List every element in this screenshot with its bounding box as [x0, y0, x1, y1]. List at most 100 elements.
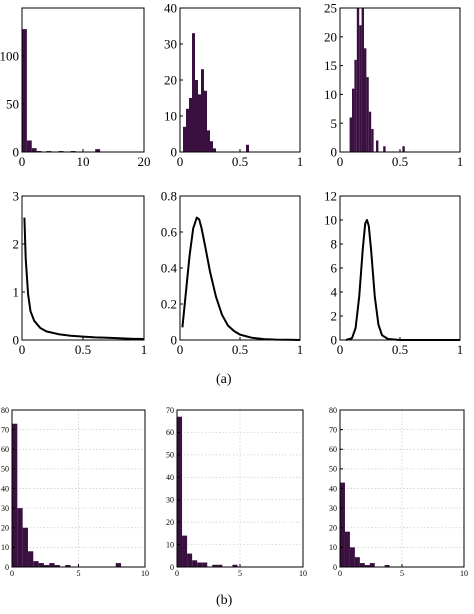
- histogram-bar: [359, 25, 362, 153]
- histogram-bar: [354, 557, 360, 567]
- y-tick-label: 30: [329, 504, 337, 513]
- y-tick-label: 10: [324, 213, 337, 228]
- y-tick-label: 50: [6, 97, 19, 112]
- y-tick-label: 0: [331, 145, 338, 160]
- histogram-bar: [217, 564, 223, 567]
- y-tick-label: 70: [1, 425, 9, 434]
- x-tick-label: 0: [337, 154, 344, 169]
- y-tick-label: 0: [13, 333, 20, 348]
- histogram-bar: [26, 140, 32, 152]
- y-tick-label: 30: [1, 504, 9, 513]
- y-tick-label: 100: [0, 49, 19, 64]
- histogram-bar: [22, 29, 27, 152]
- x-tick-label: 1: [297, 154, 304, 169]
- axes-frame: [21, 195, 145, 341]
- histogram-bar: [187, 553, 193, 567]
- histogram-bar: [43, 565, 50, 567]
- histogram-bar: [95, 149, 101, 152]
- histogram-bar: [340, 482, 345, 567]
- x-tick-label: 0.5: [75, 342, 91, 357]
- histogram-a-1: 0 10 20 0 50 100: [0, 7, 151, 169]
- histogram-bar: [368, 111, 372, 152]
- histogram-bar: [354, 59, 357, 153]
- histogram-bar: [22, 527, 28, 567]
- histogram-bar: [189, 98, 192, 152]
- x-tick-label: 0.5: [232, 342, 248, 357]
- x-tick-label: 0: [19, 342, 26, 357]
- y-tick-label: 40: [1, 484, 9, 493]
- y-tick-label: 30: [166, 496, 174, 505]
- y-tick-label: 0: [171, 333, 178, 348]
- density-curve-a-2: 0 0.5 1 0 0.2 0.4 0.6 0.8: [161, 189, 304, 357]
- y-tick-label: 25: [324, 1, 337, 16]
- density-line: [181, 216, 301, 341]
- histogram-bar: [212, 564, 218, 567]
- histogram-bar: [182, 535, 188, 567]
- x-tick-label: 0.5: [392, 154, 408, 169]
- y-tick-label: 0.6: [161, 225, 178, 240]
- histogram-bar: [349, 547, 355, 567]
- y-tick-label: 20: [1, 524, 9, 533]
- x-tick-label: 20: [138, 154, 151, 169]
- y-tick-label: 40: [166, 473, 174, 482]
- histogram-bar: [183, 126, 186, 152]
- x-tick-label: 10: [77, 154, 90, 169]
- y-tick-label: 40: [164, 1, 177, 16]
- histogram-b-1: 0 5 10 0 10 20 30 40 50 60 70 80: [1, 406, 149, 578]
- y-tick-label: 0: [333, 563, 337, 572]
- y-tick-label: 15: [324, 58, 337, 73]
- y-tick-label: 10: [166, 540, 174, 549]
- histogram-bar: [197, 562, 203, 567]
- x-tick-label: 0: [338, 569, 342, 578]
- histogram-b-2: 0 5 10 0 10 20 30 40 50 60 70: [166, 406, 307, 578]
- caption-b: (b): [216, 593, 233, 608]
- y-tick-label: 0: [13, 145, 20, 160]
- histogram-bar: [356, 8, 360, 152]
- y-tick-label: 0.4: [161, 261, 178, 276]
- histogram-bar: [17, 508, 23, 567]
- x-tick-label: 0.5: [392, 342, 408, 357]
- histogram-bar: [33, 561, 39, 567]
- y-tick-label: 20: [164, 73, 177, 88]
- y-tick-label: 0: [331, 333, 338, 348]
- histogram-bar: [376, 140, 379, 152]
- histogram-bar: [198, 94, 201, 152]
- histogram-bar: [383, 146, 386, 152]
- histogram-bar: [371, 128, 374, 152]
- histogram-bar: [344, 531, 350, 567]
- histogram-bar: [232, 564, 238, 567]
- x-tick-label: 1: [457, 342, 464, 357]
- density-curve-a-1: 0 0.5 1 0 1 2 3: [13, 189, 148, 357]
- y-tick-label: 10: [164, 109, 177, 124]
- y-tick-label: 70: [166, 406, 174, 415]
- histogram-bar: [402, 146, 405, 152]
- y-tick-label: 12: [324, 189, 337, 204]
- histogram-bar: [54, 565, 60, 567]
- y-tick-label: 40: [329, 484, 337, 493]
- histogram-bar: [202, 562, 208, 567]
- histogram-bar: [27, 551, 34, 567]
- axes-frame: [339, 195, 461, 341]
- x-tick-label: 0: [177, 154, 184, 169]
- x-tick-label: 5: [238, 569, 242, 578]
- x-tick-label: 10: [299, 569, 307, 578]
- histogram-bar: [364, 565, 370, 567]
- axes-frame: [21, 7, 145, 153]
- y-tick-label: 50: [329, 465, 337, 474]
- y-tick-label: 60: [329, 445, 337, 454]
- x-tick-label: 0: [19, 154, 26, 169]
- x-tick-label: 10: [141, 569, 149, 578]
- x-tick-label: 0: [175, 569, 179, 578]
- histogram-bar: [352, 88, 355, 152]
- y-tick-label: 2: [331, 309, 338, 324]
- y-tick-label: 20: [166, 518, 174, 527]
- y-tick-label: 0: [5, 563, 9, 572]
- y-tick-label: 20: [324, 29, 337, 44]
- histogram-bar: [204, 90, 207, 152]
- histogram-bar: [12, 423, 18, 567]
- y-tick-label: 20: [329, 524, 337, 533]
- y-tick-label: 3: [13, 189, 20, 204]
- histogram-bar: [349, 117, 352, 152]
- histogram-bar: [213, 148, 216, 152]
